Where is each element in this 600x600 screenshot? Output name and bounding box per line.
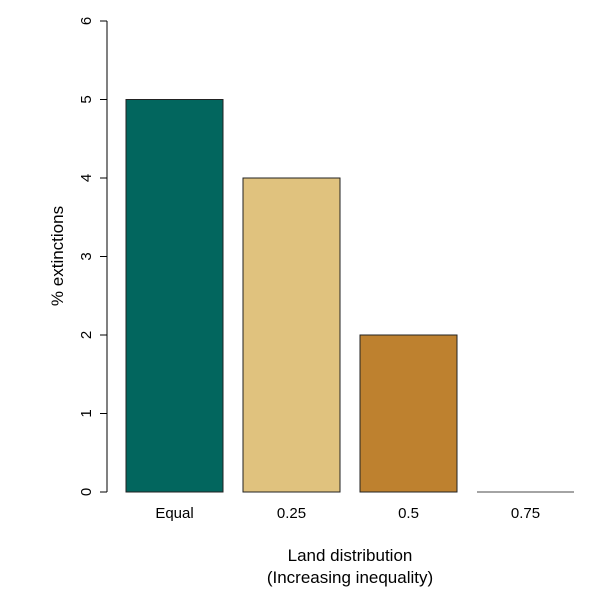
bar-2 (359, 334, 458, 493)
x-tick-label-3: 0.75 (511, 505, 540, 522)
y-tick-label-1: 1 (78, 409, 95, 417)
x-tick-label-1: 0.25 (277, 505, 306, 522)
x-axis-title: Land distribution (288, 546, 413, 565)
bar-0 (125, 99, 224, 493)
x-axis-subtitle: (Increasing inequality) (267, 568, 433, 587)
y-tick-label-5: 5 (78, 95, 95, 103)
y-tick-label-3: 3 (78, 252, 95, 260)
y-tick-label-0: 0 (78, 488, 95, 496)
y-axis: 0 1 2 3 4 5 6 (78, 17, 108, 496)
y-tick-label-6: 6 (78, 17, 95, 25)
y-tick-label-4: 4 (78, 174, 95, 182)
bars-group (125, 99, 574, 493)
x-tick-label-2: 0.5 (398, 505, 419, 522)
x-tick-labels: Equal 0.25 0.5 0.75 (155, 505, 540, 522)
y-axis-title: % extinctions (48, 206, 67, 306)
y-tick-label-2: 2 (78, 331, 95, 339)
x-tick-label-0: Equal (155, 505, 193, 522)
bar-1 (242, 177, 341, 493)
